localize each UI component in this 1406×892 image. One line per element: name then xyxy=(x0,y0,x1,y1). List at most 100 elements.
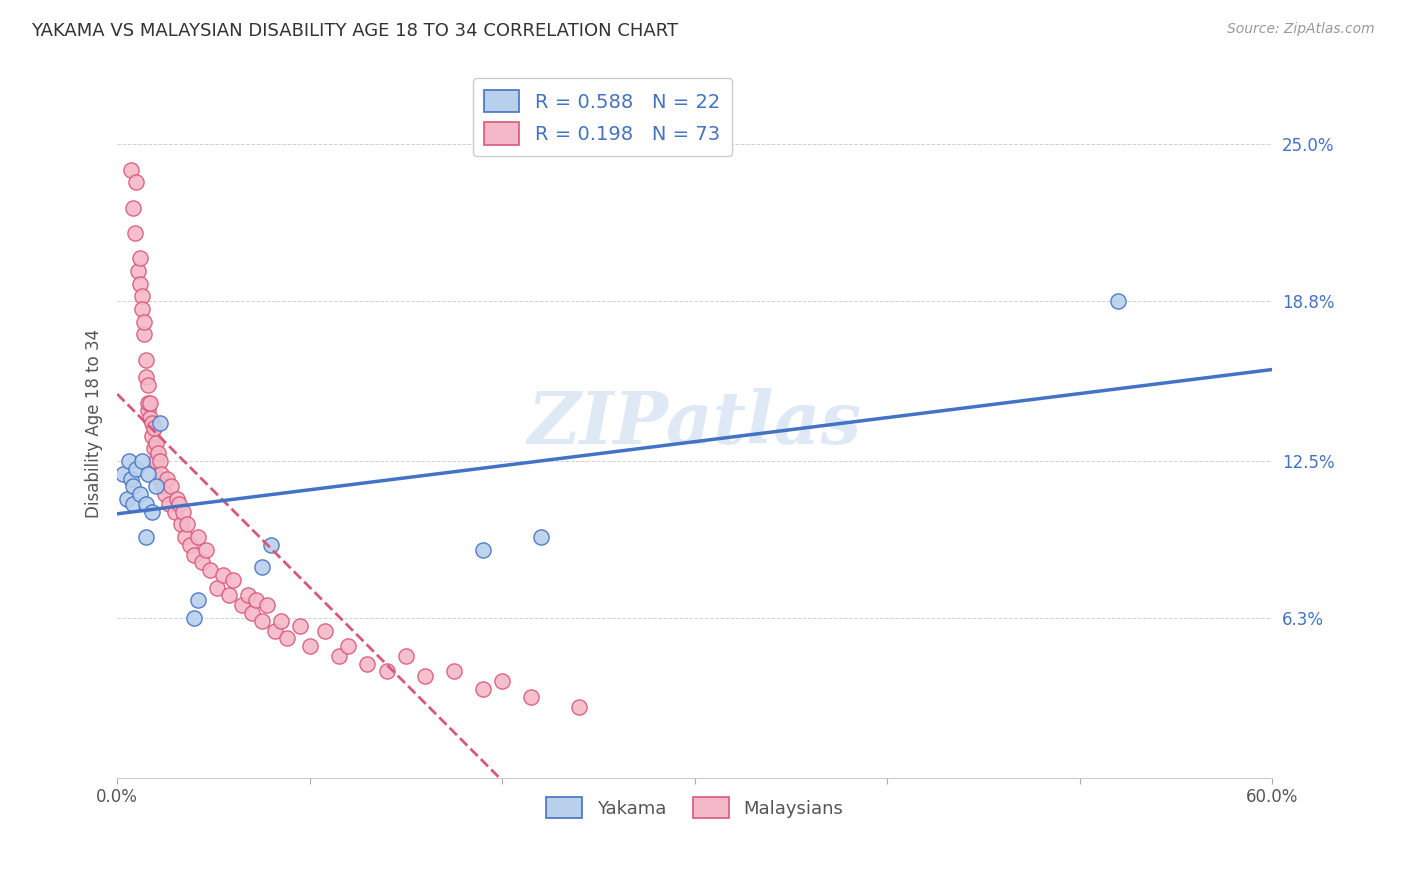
Point xyxy=(472,681,495,696)
Point xyxy=(191,555,214,569)
Point xyxy=(245,593,267,607)
Point xyxy=(141,505,163,519)
Point xyxy=(250,560,273,574)
Point xyxy=(170,517,193,532)
Point xyxy=(111,467,134,481)
Point xyxy=(375,664,398,678)
Point xyxy=(218,588,240,602)
Point xyxy=(160,479,183,493)
Point xyxy=(145,479,167,493)
Point xyxy=(145,436,167,450)
Text: Source: ZipAtlas.com: Source: ZipAtlas.com xyxy=(1227,22,1375,37)
Point xyxy=(129,252,152,266)
Point xyxy=(141,428,163,442)
Point xyxy=(166,491,188,506)
Point xyxy=(120,472,142,486)
Point xyxy=(134,327,156,342)
Point xyxy=(156,472,179,486)
Point xyxy=(135,352,157,367)
Point xyxy=(148,454,170,468)
Point xyxy=(207,581,229,595)
Point xyxy=(148,472,170,486)
Point xyxy=(179,538,201,552)
Point xyxy=(314,624,336,638)
Point xyxy=(135,530,157,544)
Point xyxy=(172,505,194,519)
Point xyxy=(183,611,205,625)
Point xyxy=(129,487,152,501)
Point xyxy=(131,454,153,468)
Point xyxy=(148,416,170,430)
Point xyxy=(155,487,177,501)
Point xyxy=(173,530,195,544)
Point xyxy=(264,624,287,638)
Point xyxy=(127,264,149,278)
Point xyxy=(288,618,311,632)
Point xyxy=(139,411,162,425)
Point xyxy=(131,302,153,317)
Point xyxy=(1107,294,1129,309)
Point xyxy=(150,467,173,481)
Point xyxy=(568,699,591,714)
Point xyxy=(520,690,543,704)
Point xyxy=(115,491,138,506)
Point xyxy=(231,599,253,613)
Point xyxy=(443,664,465,678)
Point xyxy=(146,446,169,460)
Point xyxy=(125,461,148,475)
Point xyxy=(157,497,180,511)
Point xyxy=(187,593,209,607)
Point xyxy=(136,403,159,417)
Point xyxy=(135,370,157,384)
Point xyxy=(125,176,148,190)
Point xyxy=(152,479,174,493)
Point xyxy=(118,454,141,468)
Point xyxy=(298,639,321,653)
Point xyxy=(142,442,165,456)
Point xyxy=(198,563,221,577)
Point xyxy=(136,467,159,481)
Point xyxy=(395,648,418,663)
Point xyxy=(183,548,205,562)
Point xyxy=(413,669,436,683)
Point xyxy=(212,568,235,582)
Point xyxy=(222,573,245,587)
Point xyxy=(136,396,159,410)
Point xyxy=(167,497,190,511)
Point xyxy=(260,538,283,552)
Point xyxy=(236,588,259,602)
Point xyxy=(124,226,146,240)
Point xyxy=(142,421,165,435)
Point xyxy=(136,378,159,392)
Point xyxy=(194,542,217,557)
Legend: Yakama, Malaysians: Yakama, Malaysians xyxy=(538,790,851,825)
Point xyxy=(240,606,263,620)
Point xyxy=(129,277,152,291)
Text: ZIPatlas: ZIPatlas xyxy=(527,387,862,458)
Point xyxy=(121,497,143,511)
Point xyxy=(141,416,163,430)
Point xyxy=(121,479,143,493)
Point xyxy=(145,454,167,468)
Point xyxy=(139,396,162,410)
Point xyxy=(472,542,495,557)
Point xyxy=(163,505,186,519)
Point xyxy=(276,632,298,646)
Point xyxy=(176,517,198,532)
Point xyxy=(356,657,378,671)
Y-axis label: Disability Age 18 to 34: Disability Age 18 to 34 xyxy=(86,328,103,517)
Point xyxy=(187,530,209,544)
Point xyxy=(134,315,156,329)
Point xyxy=(256,599,278,613)
Point xyxy=(270,614,292,628)
Point xyxy=(131,289,153,303)
Point xyxy=(135,497,157,511)
Point xyxy=(530,530,553,544)
Point xyxy=(120,162,142,177)
Text: YAKAMA VS MALAYSIAN DISABILITY AGE 18 TO 34 CORRELATION CHART: YAKAMA VS MALAYSIAN DISABILITY AGE 18 TO… xyxy=(31,22,678,40)
Point xyxy=(337,639,360,653)
Point xyxy=(491,674,513,689)
Point xyxy=(328,648,350,663)
Point xyxy=(121,201,143,215)
Point xyxy=(250,614,273,628)
